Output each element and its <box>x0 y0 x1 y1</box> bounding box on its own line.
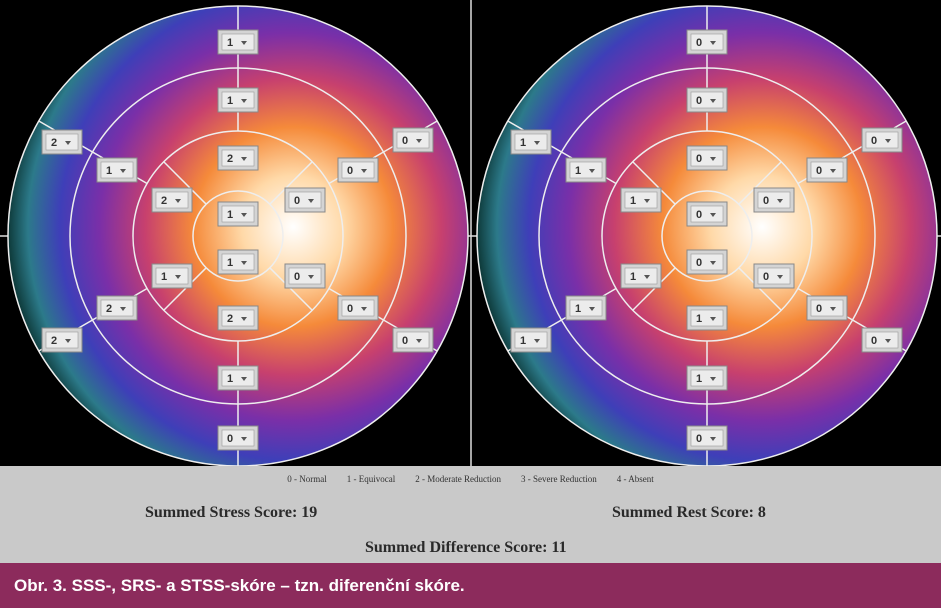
polar-maps: 1 1 2 1 1 2 1 0 2 1 2 1 2 2 0 0 0 0 0 0 0 0 0 0 0 1 1 0 1 1 1 1 1 1 0 0 0 0 0 0 <box>0 0 941 466</box>
score: 1 <box>227 209 233 221</box>
value: 19 <box>301 504 317 521</box>
summed-rest: Summed Rest Score: 8 <box>612 504 766 522</box>
score: 0 <box>402 135 408 147</box>
score: 0 <box>696 209 702 221</box>
score: 0 <box>227 433 233 445</box>
figure: 1121121021212200000000000110111111000000… <box>0 0 941 608</box>
summed-stress: Summed Stress Score: 19 <box>145 504 317 522</box>
score: 0 <box>696 257 702 269</box>
score: 1 <box>630 195 636 207</box>
score: 0 <box>816 303 822 315</box>
score: 1 <box>227 257 233 269</box>
legend-item: 1 - Equivocal <box>347 474 396 484</box>
score: 0 <box>763 271 769 283</box>
score: 1 <box>696 373 702 385</box>
score: 0 <box>402 335 408 347</box>
score: 0 <box>347 165 353 177</box>
score: 1 <box>520 335 526 347</box>
caption: Obr. 3. SSS-, SRS- a STSS-skóre – tzn. d… <box>0 563 941 608</box>
score: 0 <box>871 135 877 147</box>
legend-item: 0 - Normal <box>287 474 327 484</box>
score: 1 <box>575 165 581 177</box>
score: 2 <box>227 153 233 165</box>
score: 0 <box>696 37 702 49</box>
score: 1 <box>227 95 233 107</box>
score: 0 <box>294 195 300 207</box>
score: 1 <box>227 373 233 385</box>
legend-item: 4 - Absent <box>617 474 654 484</box>
score: 2 <box>106 303 112 315</box>
label: Summed Stress Score: <box>145 504 297 521</box>
score: 2 <box>161 195 167 207</box>
score: 2 <box>51 335 57 347</box>
score: 0 <box>871 335 877 347</box>
value: 11 <box>551 539 566 556</box>
legend: 0 - Normal 1 - Equivocal 2 - Moderate Redu… <box>0 474 941 484</box>
value: 8 <box>758 504 766 521</box>
score: 2 <box>227 313 233 325</box>
score: 0 <box>696 95 702 107</box>
score: 0 <box>816 165 822 177</box>
label: Summed Rest Score: <box>612 504 754 521</box>
score: 0 <box>696 433 702 445</box>
score: 0 <box>696 153 702 165</box>
score: 1 <box>575 303 581 315</box>
score: 0 <box>347 303 353 315</box>
score: 2 <box>51 137 57 149</box>
score: 0 <box>294 271 300 283</box>
score: 1 <box>520 137 526 149</box>
legend-item: 3 - Severe Reduction <box>521 474 597 484</box>
score: 1 <box>227 37 233 49</box>
score: 1 <box>630 271 636 283</box>
score: 1 <box>161 271 167 283</box>
score: 1 <box>696 313 702 325</box>
legend-item: 2 - Moderate Reduction <box>415 474 501 484</box>
summed-difference: Summed Difference Score: 11 <box>365 539 567 557</box>
label: Summed Difference Score: <box>365 539 547 556</box>
score: 0 <box>763 195 769 207</box>
score: 1 <box>106 165 112 177</box>
